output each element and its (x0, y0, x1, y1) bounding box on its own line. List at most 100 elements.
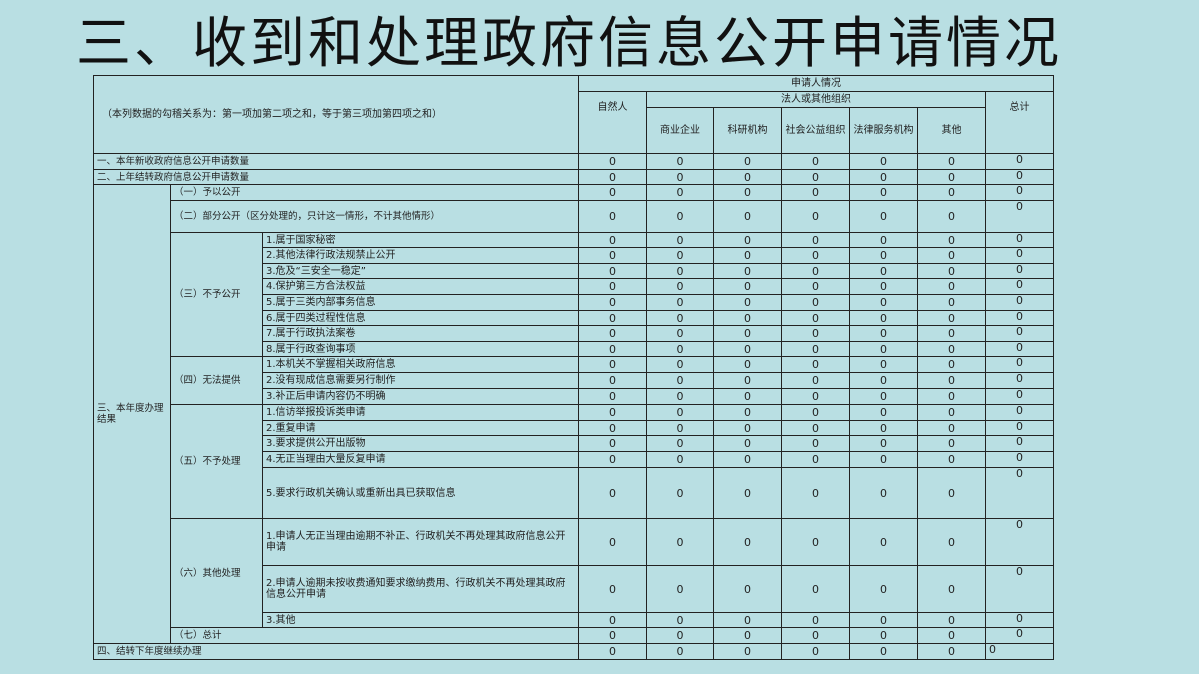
info-disclosure-table: （本列数据的勾稽关系为：第一项加第二项之和，等于第三项加第四项之和） 申请人情况… (93, 75, 1054, 660)
value-cell: 0 (781, 169, 850, 185)
value-cell: 0 (713, 169, 782, 185)
value-cell: 0 (646, 325, 714, 342)
item-label: 4.保护第三方合法权益 (262, 278, 579, 295)
value-cell: 0 (917, 325, 986, 342)
group-label: （五）不予处理 (170, 404, 263, 519)
value-cell: 0 (849, 627, 918, 644)
item-label: 8.属于行政查询事项 (262, 341, 579, 357)
value-cell: 0 (849, 247, 918, 264)
total-cell: 0 (985, 310, 1054, 326)
value-cell: 0 (849, 467, 918, 519)
value-cell: 0 (781, 232, 850, 248)
value-cell: 0 (781, 627, 850, 644)
value-cell: 0 (646, 388, 714, 405)
value-cell: 0 (713, 232, 782, 248)
value-cell: 0 (917, 153, 986, 170)
value-cell: 0 (917, 341, 986, 357)
value-cell: 0 (713, 153, 782, 170)
value-cell: 0 (713, 294, 782, 311)
value-cell: 0 (849, 420, 918, 436)
total-cell: 0 (985, 200, 1054, 233)
total-cell: 0 (985, 263, 1054, 279)
value-cell: 0 (646, 200, 714, 233)
value-cell: 0 (849, 435, 918, 452)
total-cell: 0 (985, 153, 1054, 170)
value-cell: 0 (917, 169, 986, 185)
value-cell: 0 (578, 627, 647, 644)
table-row: 4.保护第三方合法权益 0 0 0 0 0 0 0 (94, 278, 1054, 295)
total-cell: 0 (985, 356, 1054, 373)
value-cell: 0 (917, 184, 986, 201)
value-cell: 0 (781, 643, 850, 660)
value-cell: 0 (917, 627, 986, 644)
value-cell: 0 (781, 310, 850, 326)
value-cell: 0 (713, 247, 782, 264)
table-row: 四、结转下年度继续办理 0 0 0 0 0 0 0 (93, 643, 1054, 660)
value-cell: 0 (781, 467, 850, 519)
checksum-note: （本列数据的勾稽关系为：第一项加第二项之和，等于第三项加第四项之和） (93, 75, 579, 154)
value-cell: 0 (578, 153, 647, 170)
total-cell: 0 (985, 404, 1054, 421)
value-cell: 0 (646, 278, 714, 295)
total-cell: 0 (985, 420, 1054, 436)
value-cell: 0 (646, 372, 714, 389)
value-cell: 0 (646, 153, 714, 170)
value-cell: 0 (781, 518, 850, 566)
value-cell: 0 (713, 325, 782, 342)
total-cell: 0 (985, 372, 1054, 389)
legal-org-header: 法人或其他组织 (646, 91, 986, 108)
total-cell: 0 (985, 467, 1054, 519)
value-cell: 0 (849, 200, 918, 233)
table-row: 5.属于三类内部事务信息 0 0 0 0 0 0 0 (94, 294, 1054, 311)
value-cell: 0 (713, 372, 782, 389)
value-cell: 0 (646, 612, 714, 628)
value-cell: 0 (917, 404, 986, 421)
value-cell: 0 (578, 612, 647, 628)
value-cell: 0 (849, 153, 918, 170)
value-cell: 0 (578, 388, 647, 405)
value-cell: 0 (917, 200, 986, 233)
total-cell: 0 (985, 341, 1054, 357)
total-cell: 0 (985, 565, 1054, 613)
value-cell: 0 (646, 404, 714, 421)
group-label: （四）无法提供 (170, 356, 263, 405)
value-cell: 0 (646, 294, 714, 311)
total-cell: 0 (985, 325, 1054, 342)
value-cell: 0 (646, 643, 714, 660)
value-cell: 0 (713, 467, 782, 519)
value-cell: 0 (713, 643, 782, 660)
total-cell: 0 (985, 294, 1054, 311)
value-cell: 0 (713, 612, 782, 628)
value-cell: 0 (849, 388, 918, 405)
row-label: 二、上年结转政府信息公开申请数量 (93, 169, 579, 185)
value-cell: 0 (781, 200, 850, 233)
value-cell: 0 (713, 451, 782, 468)
item-label: 5.属于三类内部事务信息 (262, 294, 579, 311)
value-cell: 0 (646, 356, 714, 373)
value-cell: 0 (849, 451, 918, 468)
value-cell: 0 (849, 263, 918, 279)
value-cell: 0 (713, 518, 782, 566)
value-cell: 0 (646, 627, 714, 644)
table-row: （三）不予公开 1.属于国家秘密 0 0 0 0 0 0 0 (94, 232, 1054, 357)
value-cell: 0 (646, 518, 714, 566)
value-cell: 0 (578, 169, 647, 185)
total-cell: 0 (985, 278, 1054, 295)
value-cell: 0 (781, 294, 850, 311)
item-label: 2.没有现成信息需要另行制作 (262, 372, 579, 389)
total-cell: 0 (985, 247, 1054, 264)
total-header: 总计 (985, 91, 1054, 154)
table-row: （二）部分公开（区分处理的，只计这一情形，不计其他情形） 0 0 0 0 0 0 0 (94, 200, 1054, 233)
item-label: 1.信访举报投诉类申请 (262, 404, 579, 421)
value-cell: 0 (917, 467, 986, 519)
section-label: 三、本年度办理结果 (93, 184, 171, 644)
value-cell: 0 (849, 341, 918, 357)
value-cell: 0 (849, 184, 918, 201)
value-cell: 0 (917, 612, 986, 628)
value-cell: 0 (849, 372, 918, 389)
group-label: （一）予以公开 (170, 184, 579, 201)
value-cell: 0 (849, 169, 918, 185)
value-cell: 0 (646, 263, 714, 279)
total-cell: 0 (985, 232, 1054, 248)
applicant-header: 申请人情况 (578, 75, 1054, 92)
